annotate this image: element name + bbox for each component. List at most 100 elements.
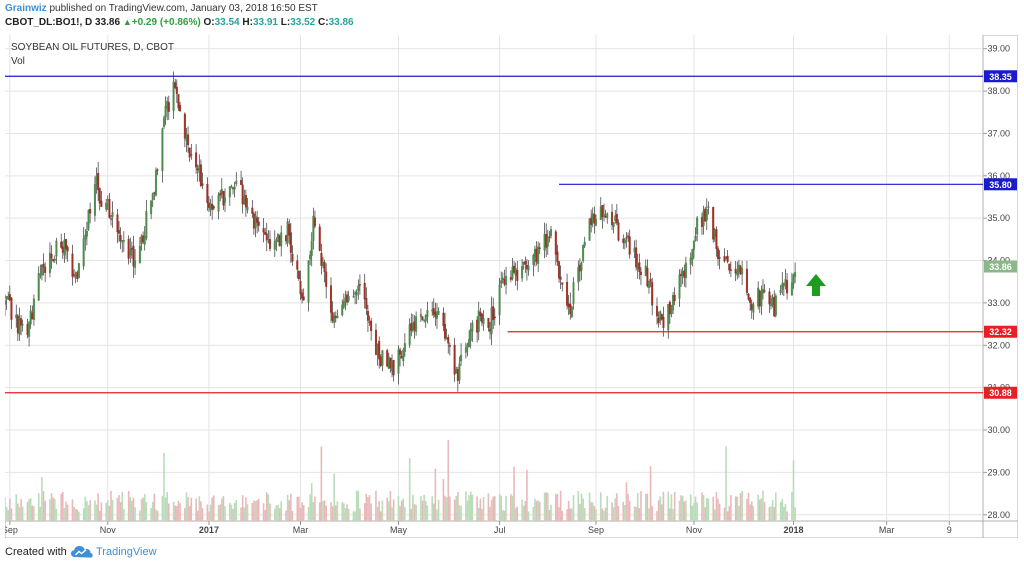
candle-body [243, 196, 246, 205]
volume-bar [164, 497, 167, 521]
volume-bar [119, 502, 122, 521]
candle-body [379, 356, 382, 366]
volume-bar [111, 499, 114, 521]
candle-body [786, 280, 789, 294]
candle-body [737, 264, 740, 272]
volume-bar [482, 497, 485, 521]
up-arrow-annotation[interactable] [805, 273, 826, 296]
volume-bar [299, 507, 302, 521]
volume-bar [314, 496, 316, 521]
candle-body [153, 192, 156, 194]
volume-bar [582, 498, 584, 521]
volume-bar [550, 504, 552, 521]
candle-body [426, 310, 429, 317]
volume-bar [343, 503, 345, 521]
volume-bar [42, 491, 45, 521]
volume-bar [492, 496, 494, 521]
volume-bar [490, 499, 493, 521]
high-value: 33.91 [252, 17, 278, 28]
candle-body [310, 241, 313, 256]
volume-bar [100, 502, 103, 521]
volume-bar [53, 498, 56, 521]
volume-bar [344, 508, 347, 521]
volume-bar [758, 499, 761, 521]
volume-bar [503, 510, 506, 521]
candle-body [442, 312, 445, 327]
candle-body [725, 257, 728, 259]
volume-bar [15, 494, 18, 521]
time-axis[interactable]: Sep Nov 2017 Mar May Jul Sep Nov 2018 Mar 9 [2, 521, 952, 535]
chart-frame[interactable]: 39.0038.0037.0036.0035.0034.0033.0032.00… [2, 34, 1019, 539]
volume-bar [357, 490, 360, 521]
candle-body [444, 324, 447, 339]
candle-body [590, 217, 593, 225]
volume-bar [494, 496, 496, 521]
volume-bar [131, 500, 133, 521]
candle-body [532, 254, 535, 265]
candle-body [715, 229, 718, 250]
candle-body [559, 276, 562, 280]
candle-body [726, 255, 729, 262]
volume-bar [786, 511, 788, 521]
candle-body [190, 154, 193, 156]
volume-bar [717, 498, 719, 521]
candle-body [548, 236, 551, 238]
volume-bar [116, 497, 119, 521]
volume-bar [628, 501, 631, 521]
volume-bar [704, 507, 706, 521]
volume-bar [791, 492, 793, 521]
volume-bar [256, 500, 258, 521]
volume-bar [415, 504, 417, 521]
y-tick-label: 38.00 [987, 86, 1010, 96]
volume-bar [426, 505, 429, 521]
volume-bar [184, 508, 186, 521]
volume-bar [246, 504, 249, 521]
volume-bar [546, 492, 549, 521]
author-link[interactable]: Grainwiz [5, 3, 47, 14]
volume-bar [669, 508, 671, 521]
tradingview-cloud-icon[interactable] [71, 545, 93, 559]
volume-bar [545, 492, 547, 521]
candle-body [514, 268, 517, 276]
candle-body [774, 295, 777, 316]
candle-body [672, 294, 675, 311]
grid [5, 35, 983, 521]
candle-body [228, 186, 231, 198]
volume-bar [187, 497, 189, 521]
candle-body [267, 241, 270, 243]
candle-body [246, 206, 249, 211]
candle-body [617, 222, 620, 241]
candle-body [358, 284, 361, 286]
volume-bar [87, 504, 90, 521]
candle-body [251, 207, 254, 214]
volume-bar [110, 490, 112, 521]
candle-body [691, 249, 694, 261]
candle-body [434, 311, 437, 318]
volume-bar [17, 503, 19, 521]
volume-bar [21, 506, 24, 521]
volume-bar [132, 497, 135, 521]
candle-body [447, 336, 450, 344]
symbol-name[interactable]: CBOT_DL:BO1!, D [5, 17, 93, 28]
candle-body [670, 310, 673, 314]
price-tags: 38.35 35.80 32.32 30.88 33.86 [984, 70, 1017, 399]
candle-body [289, 232, 292, 253]
price-chart[interactable]: 39.0038.0037.0036.0035.0034.0033.0032.00… [2, 34, 1019, 539]
volume-bar [468, 495, 470, 521]
candle-body [323, 261, 326, 272]
candle-body [410, 322, 413, 331]
volume-bar [477, 507, 480, 521]
candle-body [622, 238, 625, 243]
volume-bar [298, 496, 300, 521]
volume-bar [622, 501, 625, 521]
tradingview-brand-link[interactable]: TradingView [96, 546, 157, 558]
volume-bar [410, 508, 413, 521]
volume-bar [447, 440, 450, 521]
candle-body [233, 186, 236, 190]
plot-area[interactable] [5, 35, 983, 521]
y-tick-label: 29.00 [987, 467, 1010, 477]
volume-bar [657, 500, 660, 521]
horizontal-lines[interactable] [5, 75, 983, 394]
volume-bar [179, 503, 181, 521]
candle-body [140, 235, 143, 245]
